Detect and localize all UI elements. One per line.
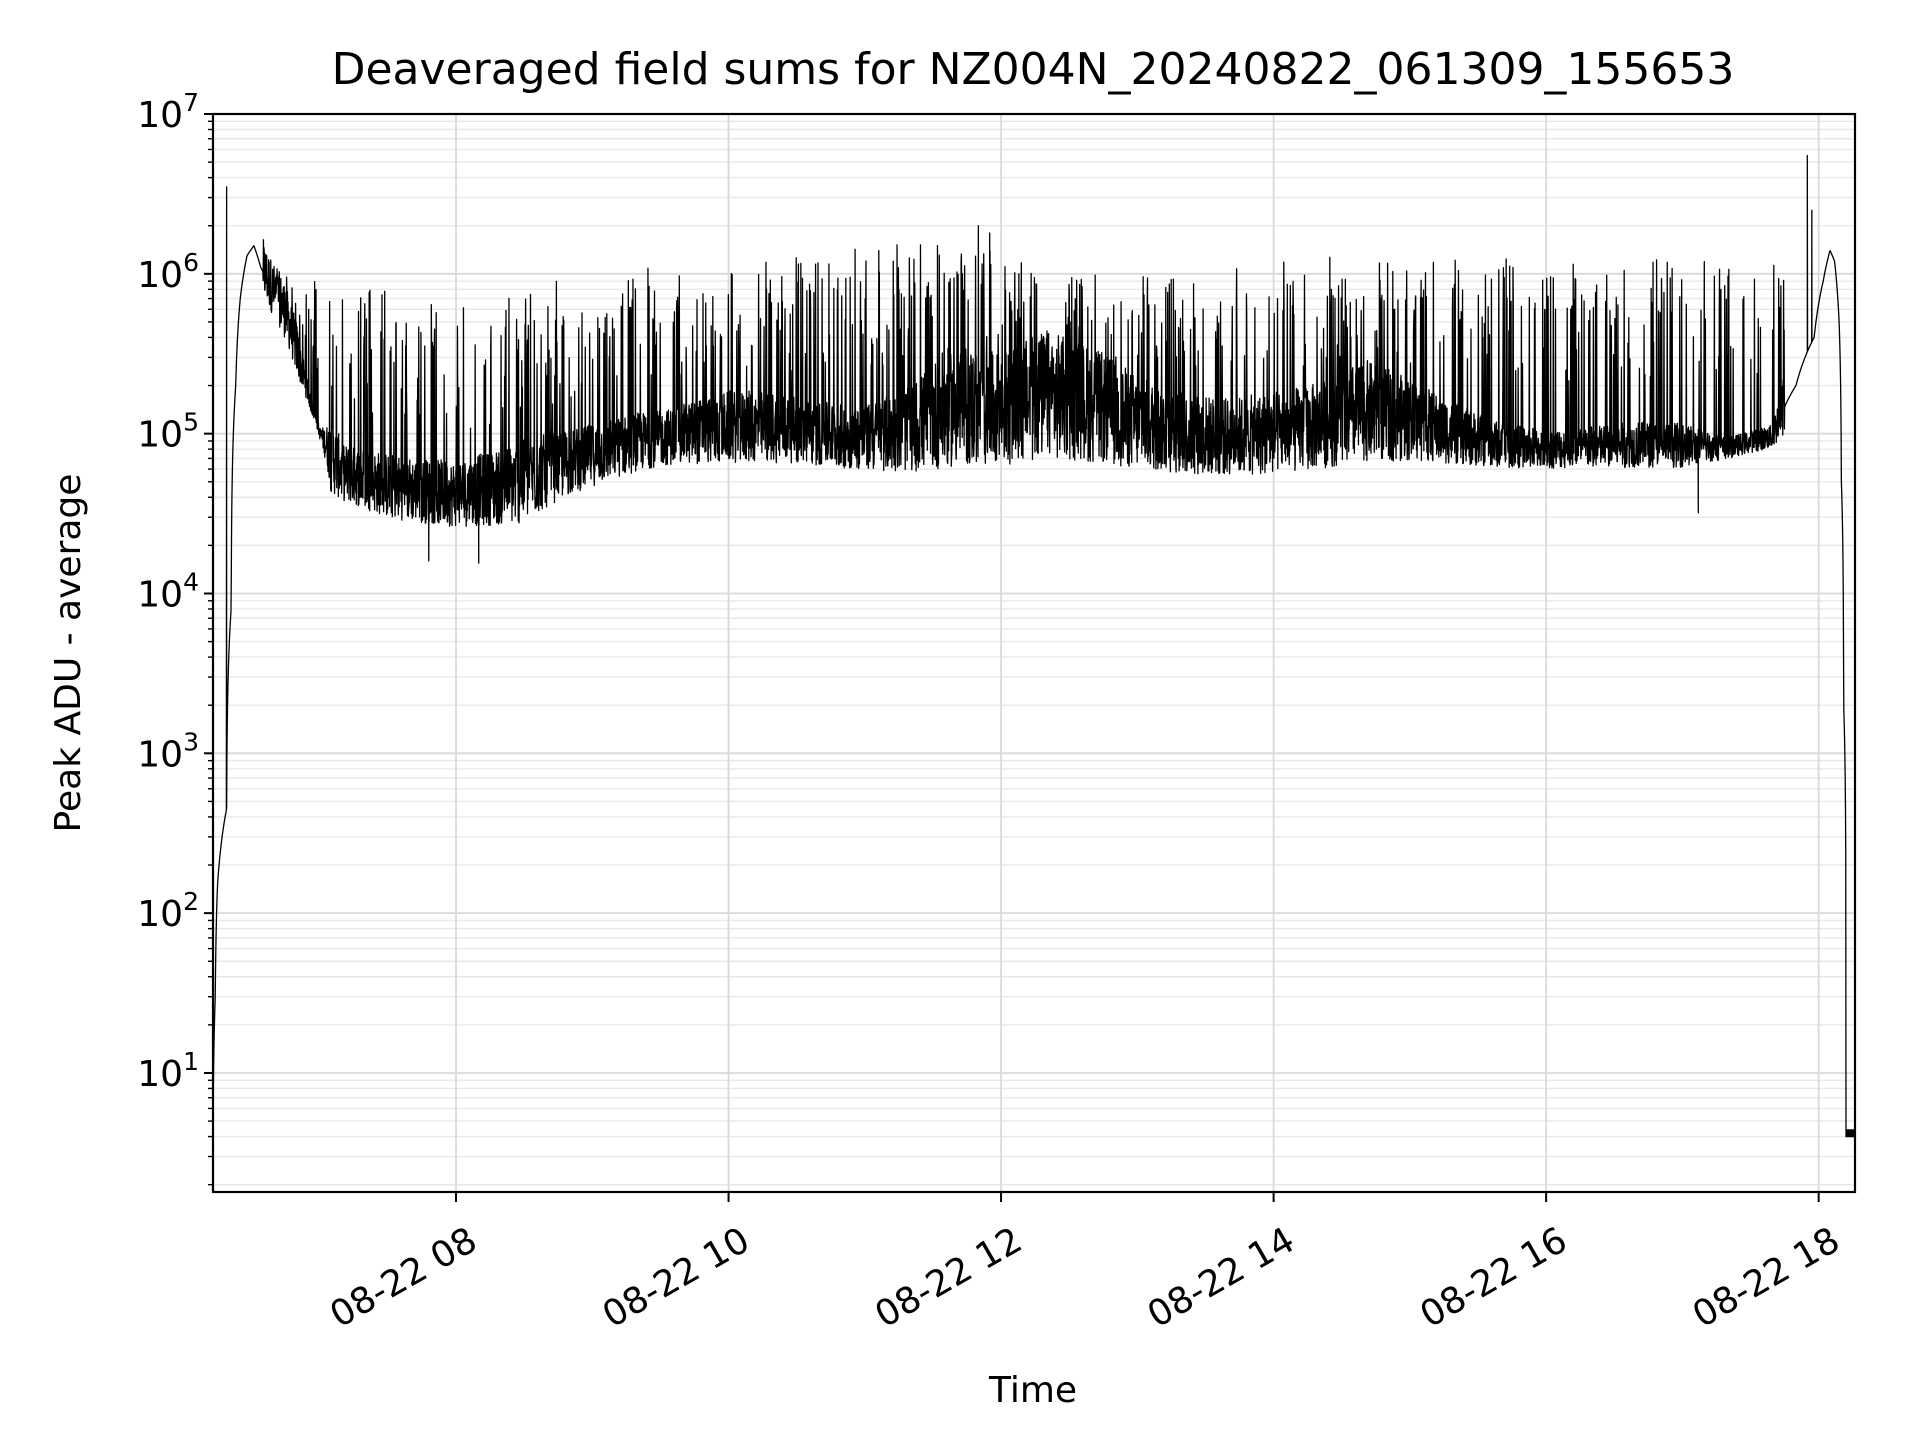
grid xyxy=(213,113,1855,1192)
x-tick-label: 08-22 14 xyxy=(1141,1220,1302,1336)
y-tick-label: 105 xyxy=(137,408,199,456)
x-tick-label: 08-22 16 xyxy=(1413,1220,1574,1336)
x-tick-label: 08-22 18 xyxy=(1686,1220,1847,1336)
y-tick-label: 104 xyxy=(137,567,199,615)
y-tick-label: 106 xyxy=(137,248,199,296)
y-axis: 101 102 103 104 105 106 107 xyxy=(137,88,213,1186)
y-tick-label: 102 xyxy=(137,887,199,935)
plot-frame xyxy=(211,112,1857,1194)
series-line xyxy=(213,154,1855,1138)
y-axis-label: Peak ADU - average xyxy=(48,474,89,833)
data-layer xyxy=(213,154,1855,1138)
x-tick-label: 08-22 08 xyxy=(323,1220,484,1336)
y-tick-label: 107 xyxy=(137,88,199,136)
x-tick-label: 08-22 10 xyxy=(596,1220,757,1336)
y-tick-label: 103 xyxy=(137,727,199,775)
x-tick-label: 08-22 12 xyxy=(868,1220,1029,1336)
x-axis-label: Time xyxy=(988,1370,1077,1411)
y-tick-label: 101 xyxy=(137,1047,199,1095)
x-axis: 08-22 08 08-22 10 08-22 12 08-22 14 08-22 16… xyxy=(323,1192,1847,1336)
chart-title: Deaveraged field sums for NZ004N_2024082… xyxy=(332,44,1735,95)
